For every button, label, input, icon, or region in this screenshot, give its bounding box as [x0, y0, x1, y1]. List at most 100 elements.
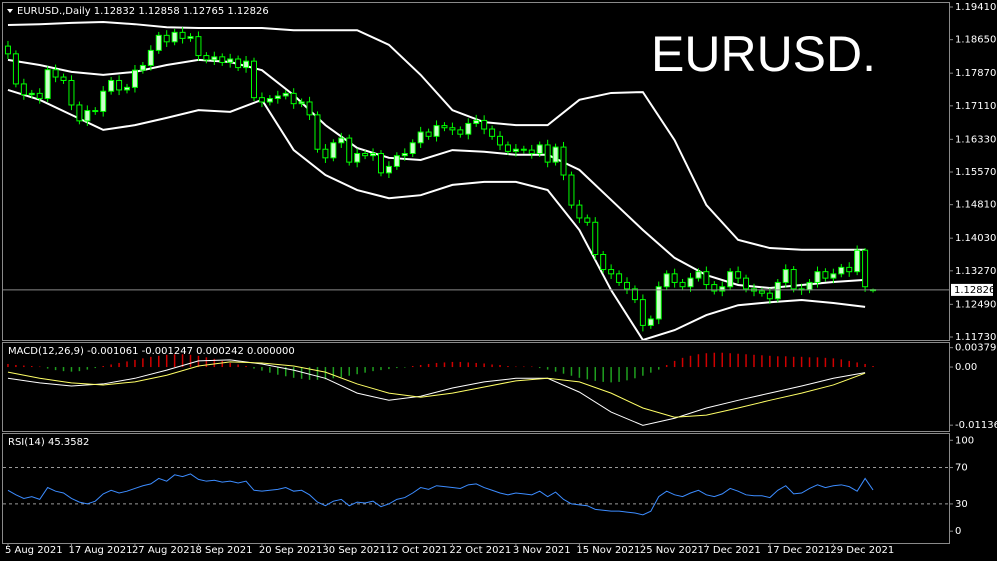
- candle-body: [592, 221, 599, 255]
- histogram-bar: [729, 353, 731, 368]
- y-tick-label: 1.18650: [955, 35, 996, 46]
- candle-body: [600, 254, 607, 271]
- candle-body: [782, 269, 789, 283]
- candle-body: [639, 299, 646, 326]
- candle-body: [766, 292, 773, 300]
- x-tick-label: 30 Sep 2021: [322, 545, 385, 556]
- price-plot: [4, 21, 877, 340]
- histogram-bar: [396, 367, 398, 369]
- candle-body: [211, 56, 218, 61]
- rsi-plot: [3, 467, 949, 516]
- candle-body: [441, 125, 448, 129]
- candle-body: [449, 127, 456, 131]
- histogram-bar: [165, 354, 168, 368]
- candle-body: [235, 58, 242, 69]
- histogram-bar: [769, 355, 771, 368]
- candle-body: [227, 58, 234, 63]
- histogram-bar: [538, 367, 541, 369]
- histogram-bar: [411, 366, 414, 368]
- histogram-bar: [292, 367, 295, 378]
- histogram-bar: [650, 367, 652, 373]
- candle-body: [163, 34, 170, 43]
- histogram-bar: [673, 360, 676, 368]
- candle-body: [663, 273, 670, 288]
- candle-body: [576, 204, 583, 219]
- candle-body: [92, 110, 99, 113]
- candle-body: [203, 55, 210, 61]
- candle-body: [854, 249, 861, 273]
- y-tick-label: 1.17110: [955, 101, 996, 112]
- candle-body: [608, 269, 615, 275]
- histogram-bar: [713, 352, 716, 368]
- candle-body: [274, 95, 281, 100]
- candle-body: [314, 114, 321, 150]
- histogram-bar: [340, 367, 343, 378]
- histogram-bar: [594, 367, 597, 381]
- histogram-bar: [221, 360, 223, 368]
- candle-body: [520, 148, 527, 151]
- y-tick-label: 1.17870: [955, 68, 996, 79]
- candle-body: [36, 92, 43, 100]
- histogram-bar: [277, 367, 279, 375]
- price-pane: [2, 2, 950, 341]
- menu-arrow[interactable]: [7, 9, 13, 13]
- histogram-bar: [570, 367, 573, 376]
- candle-body: [544, 144, 551, 163]
- candle-body: [330, 142, 337, 159]
- histogram-bar: [681, 357, 684, 368]
- candle-body: [528, 149, 535, 155]
- candle-body: [822, 271, 829, 279]
- histogram-bar: [562, 367, 565, 374]
- histogram-bar: [515, 366, 517, 368]
- histogram-bar: [181, 354, 184, 368]
- axes: 1.19410 1.18650 1.17870 1.17110 1.16330 1.155…: [950, 2, 997, 537]
- histogram-bar: [348, 367, 350, 376]
- histogram-bar: [118, 362, 120, 368]
- histogram-bar: [404, 367, 406, 368]
- candle-body: [671, 273, 678, 283]
- candle-body: [481, 119, 488, 130]
- histogram-bar: [753, 354, 755, 368]
- candle-body: [179, 31, 186, 39]
- histogram-bar: [856, 362, 858, 368]
- candle-body: [830, 273, 837, 279]
- candle-body: [743, 277, 750, 290]
- histogram-bar: [54, 367, 57, 371]
- histogram-bar: [300, 367, 303, 379]
- histogram-bar: [435, 362, 438, 368]
- histogram-bar: [324, 367, 327, 380]
- histogram-bar: [507, 366, 509, 368]
- candle-body: [838, 266, 845, 275]
- x-tick-label: 17 Dec 2021: [767, 545, 831, 556]
- x-tick-label: 20 Sep 2021: [259, 545, 322, 556]
- candle-body: [219, 56, 226, 63]
- histogram-bar: [269, 367, 271, 373]
- candle-body: [719, 286, 726, 292]
- histogram-bar: [848, 360, 850, 368]
- x-tick-label: 22 Oct 2021: [449, 545, 511, 556]
- candle-body: [139, 64, 146, 71]
- macd-line: [7, 359, 866, 426]
- x-tick-label: 27 Aug 2021: [132, 545, 196, 556]
- histogram-bar: [761, 355, 763, 368]
- histogram-bar: [840, 359, 843, 368]
- watermark: EURUSD.: [651, 26, 876, 82]
- histogram-bar: [205, 357, 208, 368]
- price-title: EURUSD.,Daily 1.12832 1.12858 1.12765 1.…: [17, 6, 269, 17]
- histogram-bar: [475, 362, 477, 368]
- y-tick-label: -0.01136: [955, 420, 997, 431]
- candle-body: [584, 217, 591, 223]
- candle-body: [647, 318, 654, 326]
- candle-body: [727, 271, 734, 288]
- candle-body: [846, 266, 853, 273]
- y-tick-label: 1.19410: [955, 2, 996, 13]
- x-tick-label: 15 Nov 2021: [576, 545, 640, 556]
- x-tick-label: 3 Nov 2021: [513, 545, 571, 556]
- candle-body: [155, 34, 162, 51]
- y-tick-label: 1.15570: [955, 167, 996, 178]
- candle-body: [377, 153, 384, 174]
- candle-body: [346, 137, 353, 163]
- macd-title: MACD(12,26,9) -0.001061 -0.001247 0.0002…: [8, 346, 295, 357]
- histogram-bar: [745, 354, 747, 368]
